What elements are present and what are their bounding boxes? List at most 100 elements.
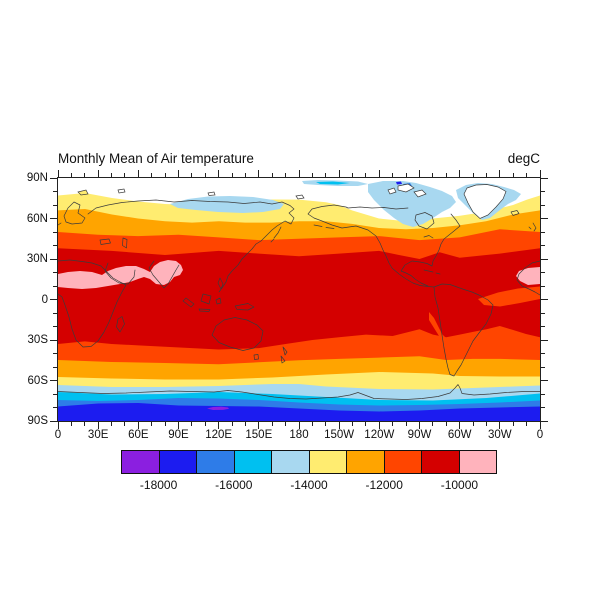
- lon-tick: [271, 173, 273, 177]
- lon-tick: [539, 422, 541, 429]
- lat-tick: [53, 407, 57, 408]
- lon-tick: [432, 422, 434, 426]
- page-title: Monthly Mean of Air temperature: [58, 151, 254, 166]
- lat-tick: [53, 326, 57, 327]
- lat-tick: [50, 420, 57, 422]
- lon-tick: [526, 422, 528, 426]
- lon-tick: [432, 173, 434, 177]
- colorbar-cell-6: [347, 451, 385, 473]
- lon-tick: [338, 170, 340, 177]
- lon-tick: [298, 170, 300, 177]
- lat-tick: [541, 407, 545, 408]
- coast-australia: [211, 317, 264, 360]
- lat-tick: [541, 339, 548, 341]
- colorbar-cell-2: [197, 451, 235, 473]
- colorbar-label: -18000: [139, 478, 178, 492]
- lon-tick: [97, 422, 99, 429]
- lon-tick: [472, 422, 474, 426]
- lat-tick: [541, 420, 548, 422]
- lon-tick: [459, 170, 461, 177]
- lon-tick: [244, 173, 246, 177]
- lat-tick-label: 60N: [26, 212, 48, 225]
- new-siberian-island: [207, 191, 216, 196]
- lon-tick: [499, 170, 501, 177]
- coast-new-zealand: [280, 346, 288, 364]
- coast-madagascar: [116, 316, 125, 333]
- lon-tick: [311, 422, 313, 426]
- coast-india: [148, 260, 180, 289]
- lon-tick: [352, 173, 354, 177]
- lon-tick: [258, 170, 260, 177]
- lat-tick: [541, 285, 545, 287]
- cool-tongue-equatorial-atlantic: [478, 286, 540, 307]
- coast-iceland-uk: [58, 210, 537, 232]
- lat-tick: [53, 366, 57, 368]
- lon-tick: [392, 422, 394, 426]
- lon-tick: [526, 173, 528, 177]
- colorbar-label: -10000: [440, 478, 479, 492]
- lon-tick: [285, 422, 287, 426]
- arctic-lightblue-siberia: [170, 196, 284, 213]
- lon-tick: [539, 170, 541, 177]
- lon-tick: [204, 173, 206, 177]
- lat-tick: [541, 191, 545, 192]
- lon-tick: [137, 170, 139, 177]
- lat-tick: [53, 191, 57, 192]
- lat-tick: [53, 245, 57, 246]
- lat-tick: [541, 353, 545, 354]
- lat-tick: [50, 177, 57, 179]
- lon-tick-label: 60W: [447, 429, 472, 441]
- lon-tick: [298, 422, 300, 429]
- coast-africa-east-edge: [516, 260, 540, 296]
- colorbar-cell-1: [159, 451, 197, 473]
- arctic-cyan-strip: [316, 181, 350, 185]
- cool-tongue-peru-coast: [429, 312, 446, 338]
- lon-tick: [178, 170, 179, 177]
- pink-warm-patch-sahara-india: [58, 260, 183, 289]
- lon-tick: [365, 422, 367, 426]
- lon-tick: [218, 170, 220, 177]
- lon-tick: [70, 422, 72, 426]
- lon-tick: [419, 170, 420, 177]
- lat-tick: [53, 393, 57, 395]
- lon-tick-label: 120W: [364, 429, 395, 441]
- lat-tick: [541, 380, 548, 381]
- lon-tick-label: 180: [289, 429, 309, 441]
- colorbar-cell-4: [272, 451, 310, 473]
- lon-tick: [178, 422, 179, 429]
- canadian-island-1: [397, 183, 415, 193]
- coast-south-america: [433, 283, 494, 377]
- coast-japan: [270, 226, 282, 243]
- pink-warm-patch-west-africa: [516, 267, 540, 285]
- colorbar-cell-9: [459, 451, 496, 473]
- colorbar-label: -12000: [365, 478, 403, 492]
- lon-tick: [352, 422, 354, 426]
- canadian-island-3: [387, 187, 397, 195]
- coastlines: [58, 199, 540, 400]
- lon-tick-label: 30W: [488, 429, 512, 441]
- coast-caspian-black-sea: [99, 237, 128, 249]
- colorbar-cell-8: [422, 451, 460, 473]
- lat-tick: [53, 231, 57, 233]
- lon-tick-label: 30E: [87, 429, 109, 441]
- lon-tick-label: 150W: [324, 429, 355, 441]
- coast-north-america: [307, 204, 461, 288]
- lon-tick: [124, 422, 126, 426]
- lon-tick: [111, 422, 113, 426]
- lon-tick: [57, 422, 59, 429]
- severnaya-island: [117, 188, 126, 194]
- lat-tick: [50, 339, 57, 341]
- lat-tick-label: 30S: [27, 334, 48, 346]
- lon-tick: [84, 422, 86, 426]
- colorbar-labels: -18000 -16000 -14000 -12000 -10000: [121, 478, 497, 494]
- colorbar-cell-0: [122, 451, 160, 473]
- lat-tick: [50, 380, 57, 381]
- wrangel-island: [295, 194, 305, 200]
- lon-tick-label: 90W: [407, 429, 432, 441]
- lon-tick: [311, 173, 313, 177]
- units-label: degC: [507, 151, 540, 166]
- lat-tick: [50, 299, 57, 300]
- lat-tick: [541, 393, 545, 395]
- lat-tick: [53, 272, 57, 273]
- lon-tick: [271, 422, 273, 426]
